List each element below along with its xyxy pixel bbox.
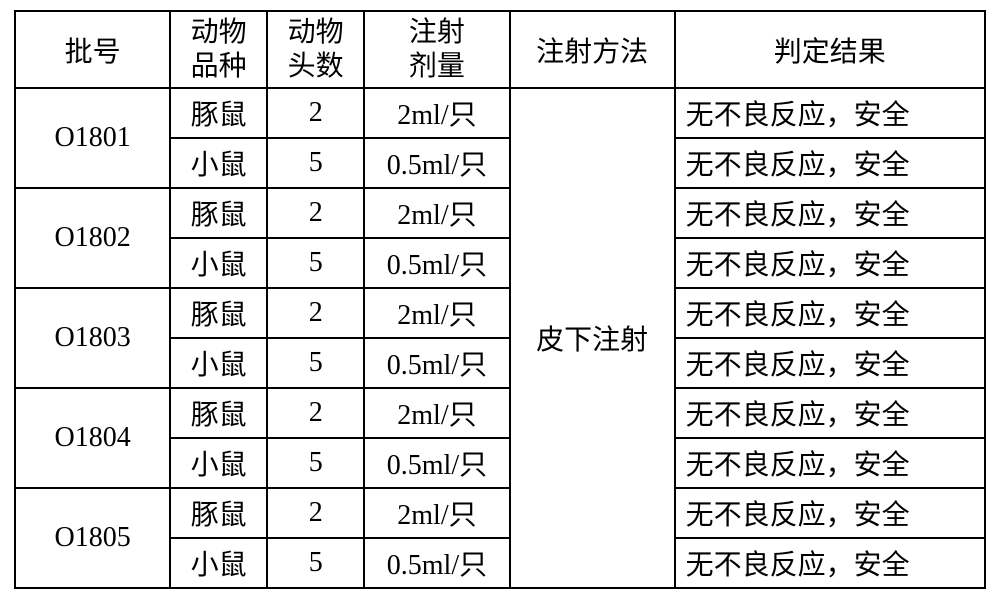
cell-count: 5 (267, 338, 364, 388)
table-row: O1804 豚鼠 2 2ml/只 无不良反应，安全 (15, 388, 985, 438)
cell-count: 2 (267, 288, 364, 338)
cell-dose: 0.5ml/只 (364, 538, 510, 588)
cell-species: 小鼠 (170, 438, 267, 488)
cell-count: 5 (267, 238, 364, 288)
col-header-result: 判定结果 (675, 11, 985, 88)
cell-species: 小鼠 (170, 338, 267, 388)
cell-count: 2 (267, 188, 364, 238)
cell-species: 豚鼠 (170, 288, 267, 338)
cell-result: 无不良反应，安全 (675, 288, 985, 338)
cell-count: 2 (267, 488, 364, 538)
cell-dose: 0.5ml/只 (364, 238, 510, 288)
cell-species: 豚鼠 (170, 488, 267, 538)
cell-result: 无不良反应，安全 (675, 488, 985, 538)
col-header-dose: 注射 剂量 (364, 11, 510, 88)
cell-batch: O1802 (15, 188, 170, 288)
cell-species: 小鼠 (170, 238, 267, 288)
cell-dose: 2ml/只 (364, 88, 510, 138)
table-row: O1802 豚鼠 2 2ml/只 无不良反应，安全 (15, 188, 985, 238)
col-header-batch: 批号 (15, 11, 170, 88)
table-row: O1803 豚鼠 2 2ml/只 无不良反应，安全 (15, 288, 985, 338)
cell-result: 无不良反应，安全 (675, 388, 985, 438)
cell-batch: O1801 (15, 88, 170, 188)
col-header-species-line2: 品种 (177, 50, 260, 84)
col-header-count-line2: 头数 (274, 50, 357, 84)
table-header-row: 批号 动物 品种 动物 头数 注射 剂量 注射方法 判定结果 (15, 11, 985, 88)
cell-dose: 0.5ml/只 (364, 338, 510, 388)
cell-method: 皮下注射 (510, 88, 675, 588)
safety-test-table: 批号 动物 品种 动物 头数 注射 剂量 注射方法 判定结果 (14, 10, 986, 589)
cell-dose: 0.5ml/只 (364, 138, 510, 188)
cell-dose: 0.5ml/只 (364, 438, 510, 488)
col-header-dose-line2: 剂量 (371, 50, 503, 84)
cell-count: 2 (267, 88, 364, 138)
col-header-count-line1: 动物 (274, 16, 357, 50)
cell-result: 无不良反应，安全 (675, 88, 985, 138)
table-row: O1805 豚鼠 2 2ml/只 无不良反应，安全 (15, 488, 985, 538)
col-header-count: 动物 头数 (267, 11, 364, 88)
cell-batch: O1805 (15, 488, 170, 588)
cell-species: 豚鼠 (170, 188, 267, 238)
cell-result: 无不良反应，安全 (675, 538, 985, 588)
cell-dose: 2ml/只 (364, 288, 510, 338)
cell-dose: 2ml/只 (364, 488, 510, 538)
cell-batch: O1804 (15, 388, 170, 488)
col-header-species: 动物 品种 (170, 11, 267, 88)
col-header-method: 注射方法 (510, 11, 675, 88)
col-header-species-line1: 动物 (177, 16, 260, 50)
cell-result: 无不良反应，安全 (675, 138, 985, 188)
cell-species: 豚鼠 (170, 388, 267, 438)
cell-dose: 2ml/只 (364, 188, 510, 238)
cell-dose: 2ml/只 (364, 388, 510, 438)
cell-count: 5 (267, 138, 364, 188)
cell-result: 无不良反应，安全 (675, 188, 985, 238)
table-row: O1801 豚鼠 2 2ml/只 皮下注射 无不良反应，安全 (15, 88, 985, 138)
cell-species: 小鼠 (170, 538, 267, 588)
cell-count: 2 (267, 388, 364, 438)
cell-result: 无不良反应，安全 (675, 438, 985, 488)
cell-species: 豚鼠 (170, 88, 267, 138)
col-header-dose-line1: 注射 (371, 16, 503, 50)
cell-count: 5 (267, 438, 364, 488)
cell-count: 5 (267, 538, 364, 588)
cell-result: 无不良反应，安全 (675, 238, 985, 288)
cell-result: 无不良反应，安全 (675, 338, 985, 388)
cell-batch: O1803 (15, 288, 170, 388)
cell-species: 小鼠 (170, 138, 267, 188)
